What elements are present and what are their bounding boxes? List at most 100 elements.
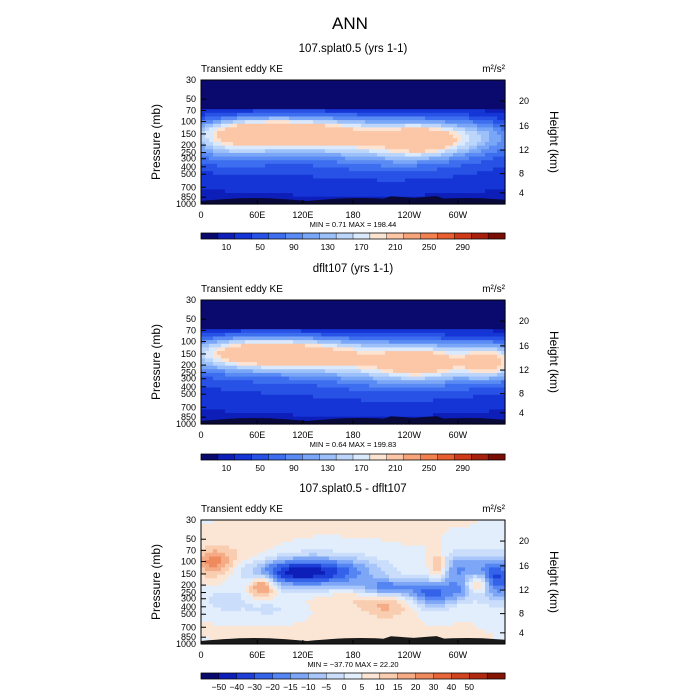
height-tick-label: 16 — [519, 121, 529, 131]
pressure-tick-label: 400 — [181, 602, 196, 612]
pressure-tick-label: 50 — [186, 534, 196, 544]
y-axis-label-right: Height (km) — [547, 331, 561, 393]
colorbar-tick-label: −30 — [247, 682, 262, 692]
colorbar-tick-label: 170 — [354, 242, 368, 252]
x-tick-label: 60W — [449, 650, 468, 660]
panel-title: 107.splat0.5 - dflt107 — [299, 483, 406, 495]
x-tick-label: 120E — [292, 210, 313, 220]
x-tick-label: 60E — [249, 650, 265, 660]
pressure-tick-label: 30 — [186, 515, 196, 525]
pressure-tick-label: 100 — [181, 557, 196, 567]
pressure-tick-label: 250 — [181, 148, 196, 158]
colorbar-tick-label: 10 — [375, 682, 385, 692]
units-label: m²/s² — [482, 504, 505, 515]
colorbar-tick-label: 40 — [447, 682, 457, 692]
panel-title: dflt107 (yrs 1-1) — [313, 263, 394, 275]
colorbar-tick-label: −15 — [283, 682, 298, 692]
pressure-tick-label: 400 — [181, 162, 196, 172]
height-tick-label: 20 — [519, 316, 529, 326]
x-tick-label: 180 — [345, 650, 360, 660]
y-axis-label-right: Height (km) — [547, 551, 561, 613]
x-tick-label: 60W — [449, 430, 468, 440]
y-axis-label: Pressure (mb) — [149, 104, 163, 180]
contour-field — [201, 300, 506, 425]
pressure-tick-label: 700 — [181, 622, 196, 632]
pressure-tick-label: 300 — [181, 374, 196, 384]
height-tick-label: 12 — [519, 585, 529, 595]
pressure-tick-label: 30 — [186, 295, 196, 305]
pressure-tick-label: 30 — [186, 75, 196, 85]
x-tick-label: 60E — [249, 430, 265, 440]
panel-title: 107.splat0.5 (yrs 1-1) — [299, 43, 408, 55]
colorbar-tick-label: 90 — [289, 463, 299, 473]
colorbar-tick-label: 50 — [465, 682, 475, 692]
pressure-tick-label: 250 — [181, 588, 196, 598]
pressure-tick-label: 50 — [186, 94, 196, 104]
colorbar-tick-label: 290 — [456, 463, 470, 473]
y-axis-label: Pressure (mb) — [149, 324, 163, 400]
height-tick-label: 8 — [519, 169, 524, 179]
colorbar-tick-label: 30 — [429, 682, 439, 692]
x-tick-label: 0 — [198, 210, 203, 220]
pressure-tick-label: 100 — [181, 337, 196, 347]
colorbar-tick-label: −10 — [301, 682, 316, 692]
pressure-tick-label: 70 — [186, 105, 196, 115]
pressure-tick-label: 150 — [181, 349, 196, 359]
x-tick-label: 120W — [397, 650, 421, 660]
colorbar-tick-label: 5 — [360, 682, 365, 692]
pressure-tick-label: 500 — [181, 169, 196, 179]
x-tick-label: 120E — [292, 430, 313, 440]
pressure-tick-label: 200 — [181, 580, 196, 590]
min-max-label: MIN = 0.71 MAX = 198.44 — [310, 220, 397, 229]
colorbar-tick-label: −50 — [212, 682, 227, 692]
colorbar-tick-label: −40 — [230, 682, 245, 692]
colorbar-tick-label: 210 — [388, 463, 402, 473]
units-label: m²/s² — [482, 64, 505, 75]
x-tick-label: 180 — [345, 210, 360, 220]
pressure-tick-label: 1000 — [176, 639, 196, 649]
pressure-tick-label: 700 — [181, 402, 196, 412]
pressure-tick-label: 150 — [181, 129, 196, 139]
colorbar-tick-label: 250 — [422, 463, 436, 473]
colorbar-tick-label: 15 — [393, 682, 403, 692]
x-tick-label: 60W — [449, 210, 468, 220]
colorbar-tick-label: −20 — [265, 682, 280, 692]
y-axis-label-right: Height (km) — [547, 111, 561, 173]
colorbar: 10 50 90 130 170 210 250 290 — [200, 453, 506, 473]
pressure-tick-label: 100 — [181, 117, 196, 127]
min-max-label: MIN = 0.64 MAX = 199.83 — [310, 440, 397, 449]
height-tick-label: 20 — [519, 96, 529, 106]
pressure-tick-label: 150 — [181, 569, 196, 579]
pressure-tick-label: 850 — [181, 192, 196, 202]
pressure-tick-label: 400 — [181, 382, 196, 392]
height-tick-label: 16 — [519, 341, 529, 351]
chart-panel-3: 107.splat0.5 - dflt107 Transient eddy KE m… — [149, 483, 561, 692]
colorbar-tick-label: 20 — [411, 682, 421, 692]
colorbar: 10 50 90 130 170 210 250 290 — [200, 232, 506, 252]
pressure-tick-label: 1000 — [176, 199, 196, 209]
pressure-tick-label: 200 — [181, 360, 196, 370]
colorbar-tick-label: 170 — [354, 463, 368, 473]
x-tick-label: 120E — [292, 650, 313, 660]
x-tick-label: 0 — [198, 650, 203, 660]
colorbar-tick-label: 90 — [289, 242, 299, 252]
colorbar-tick-label: 10 — [222, 463, 232, 473]
chart-panel-2: dflt107 (yrs 1-1) Transient eddy KE m²/s² 3… — [149, 263, 561, 473]
pressure-tick-label: 850 — [181, 412, 196, 422]
contour-field — [201, 520, 506, 645]
height-tick-label: 12 — [519, 365, 529, 375]
pressure-tick-label: 500 — [181, 389, 196, 399]
x-tick-label: 0 — [198, 430, 203, 440]
colorbar: −50 −40 −30 −20 −15 −10 −5 0 5 10 15 20 30 40 50 — [200, 672, 506, 692]
colorbar-tick-label: 10 — [222, 242, 232, 252]
pressure-tick-label: 300 — [181, 594, 196, 604]
colorbar-tick-label: 250 — [422, 242, 436, 252]
pressure-tick-label: 500 — [181, 609, 196, 619]
colorbar-tick-label: 50 — [255, 463, 265, 473]
height-tick-label: 8 — [519, 609, 524, 619]
pressure-tick-label: 250 — [181, 368, 196, 378]
field-label: Transient eddy KE — [201, 284, 283, 295]
height-tick-label: 16 — [519, 561, 529, 571]
height-tick-label: 4 — [519, 408, 524, 418]
